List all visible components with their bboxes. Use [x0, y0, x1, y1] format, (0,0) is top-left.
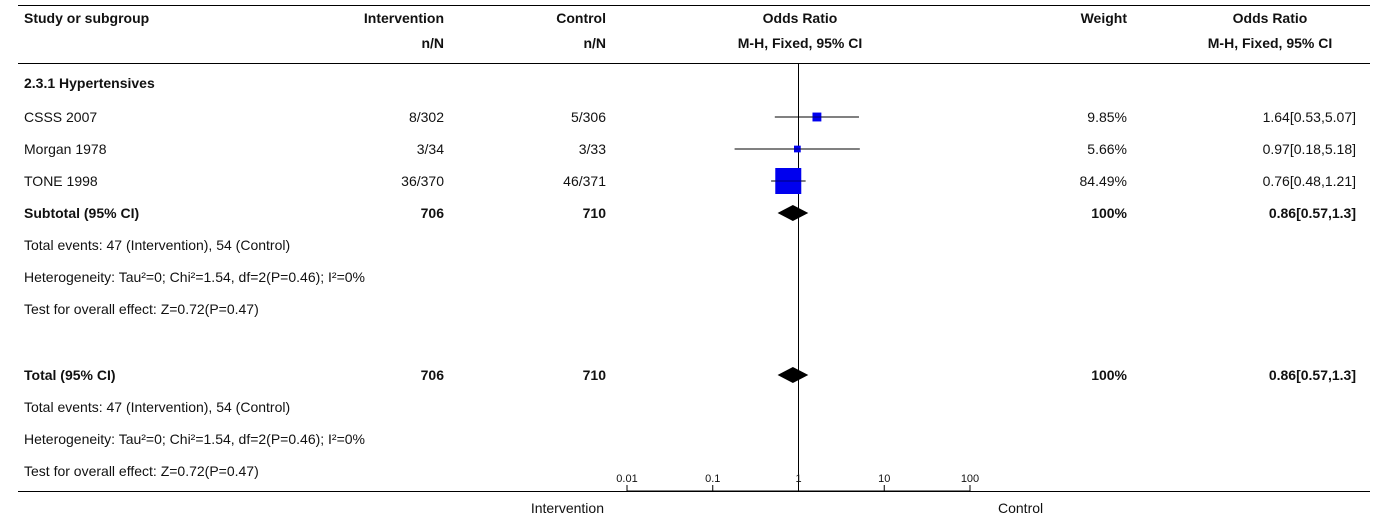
header-or-text-sub: M-H, Fixed, 95% CI: [1207, 35, 1333, 51]
study-name: CSSS 2007: [24, 109, 98, 125]
header-intervention: Intervention: [363, 10, 444, 26]
control-events: 5/306: [570, 109, 606, 125]
header-study: Study or subgroup: [24, 10, 150, 26]
total-label: Total (95% CI): [24, 367, 116, 383]
header-intervention-sub: n/N: [421, 35, 444, 51]
subtotal-control: 710: [582, 205, 606, 221]
study-weight: 5.66%: [1087, 141, 1127, 157]
total-control: 710: [582, 367, 606, 383]
header-or-plot: Odds Ratio: [762, 10, 838, 26]
study-name: TONE 1998: [24, 173, 98, 189]
study-or-ci: 0.76[0.48,1.21]: [1262, 173, 1356, 189]
subtotal-label: Subtotal (95% CI): [24, 205, 140, 221]
control-events: 46/371: [563, 173, 606, 189]
total-events: Total events: 47 (Intervention), 54 (Con…: [24, 399, 291, 415]
study-name: Morgan 1978: [24, 141, 107, 157]
total-heterogeneity: Heterogeneity: Tau²=0; Chi²=1.54, df=2(P…: [24, 431, 366, 447]
x-tick-label: 0.1: [705, 473, 720, 485]
subgroup-heterogeneity: Heterogeneity: Tau²=0; Chi²=1.54, df=2(P…: [24, 269, 366, 285]
x-tick-label: 0.01: [616, 473, 637, 485]
header-control-sub: n/N: [583, 35, 606, 51]
summary-diamond: [777, 205, 809, 221]
header-or-plot-sub: M-H, Fixed, 95% CI: [737, 35, 863, 51]
total-or-ci: 0.86[0.57,1.3]: [1268, 367, 1356, 383]
subtotal-or-ci: 0.86[0.57,1.3]: [1268, 205, 1356, 221]
study-weight: 9.85%: [1087, 109, 1127, 125]
subtotal-weight: 100%: [1091, 205, 1127, 221]
control-events: 3/33: [578, 141, 606, 157]
header-rule: [18, 63, 1370, 64]
subgroup-total-events: Total events: 47 (Intervention), 54 (Con…: [24, 237, 291, 253]
subgroup-title: 2.3.1 Hypertensives: [24, 75, 155, 91]
favours-control-label: Control: [998, 500, 1044, 516]
study-weight: 84.49%: [1079, 173, 1127, 189]
top-rule: [18, 5, 1370, 6]
header-weight: Weight: [1080, 10, 1127, 26]
header-control: Control: [556, 10, 606, 26]
x-tick-label: 1: [795, 473, 801, 485]
intervention-events: 36/370: [401, 173, 444, 189]
subgroup-overall-effect: Test for overall effect: Z=0.72(P=0.47): [24, 301, 259, 317]
study-or-ci: 1.64[0.53,5.07]: [1262, 109, 1356, 125]
total-intervention: 706: [420, 367, 444, 383]
header-or-text: Odds Ratio: [1232, 10, 1308, 26]
intervention-events: 8/302: [408, 109, 444, 125]
favours-intervention-label: Intervention: [530, 500, 604, 516]
summary-diamond: [777, 367, 809, 383]
subtotal-intervention: 706: [420, 205, 444, 221]
x-tick-label: 100: [961, 473, 979, 485]
intervention-events: 3/34: [416, 141, 444, 157]
x-tick-label: 10: [878, 473, 890, 485]
study-or-ci: 0.97[0.18,5.18]: [1262, 141, 1356, 157]
total-overall-effect: Test for overall effect: Z=0.72(P=0.47): [24, 463, 259, 479]
total-weight: 100%: [1091, 367, 1127, 383]
